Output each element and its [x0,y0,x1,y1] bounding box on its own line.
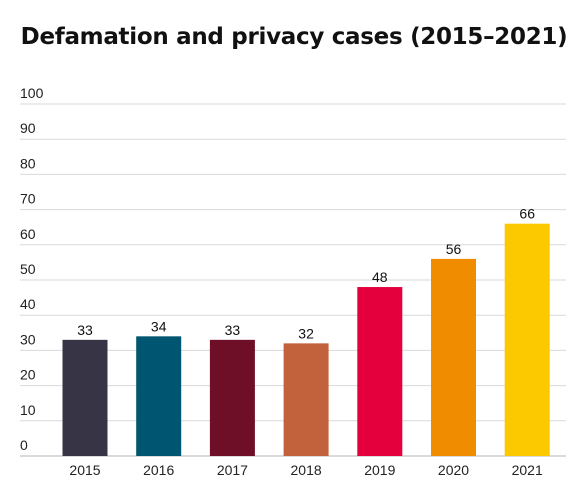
bar-2018 [283,343,329,456]
data-labels: 33 34 33 32 48 56 66 [77,206,535,342]
x-tick-label-2015: 2015 [69,462,100,478]
bars [62,223,550,456]
y-tick-label: 0 [20,437,28,453]
y-tick-label: 100 [20,85,44,101]
x-tick-label-2017: 2017 [217,462,248,478]
y-tick-label: 50 [20,261,36,277]
data-label-2018: 32 [298,325,314,341]
y-tick-label: 80 [20,155,36,171]
x-tick-label-2018: 2018 [291,462,322,478]
bar-2019 [357,287,403,456]
y-tick-label: 60 [20,226,36,242]
x-axis-ticks: 2015 2016 2017 2018 2019 2020 2021 [69,462,543,478]
data-label-2017: 33 [225,322,241,338]
y-tick-label: 10 [20,402,36,418]
x-tick-label-2021: 2021 [512,462,543,478]
bar-2016 [136,336,182,456]
y-tick-label: 40 [20,296,36,312]
x-tick-label-2016: 2016 [143,462,174,478]
x-tick-label-2020: 2020 [438,462,469,478]
bar-2020 [431,258,476,456]
chart-title: Defamation and privacy cases (2015–2021) [20,24,568,50]
x-tick-label-2019: 2019 [364,462,395,478]
bar-2021 [504,223,550,456]
y-tick-label: 90 [20,120,36,136]
data-label-2015: 33 [77,322,93,338]
y-tick-label: 70 [20,191,36,207]
data-label-2021: 66 [519,206,535,222]
data-label-2020: 56 [446,241,462,257]
bar-2015 [62,339,108,456]
data-label-2019: 48 [372,269,388,285]
data-label-2016: 34 [151,318,167,334]
y-tick-label: 20 [20,367,36,383]
bar-2017 [209,339,255,456]
y-axis-ticks: 0 10 20 30 40 50 60 70 80 90 100 [20,85,44,453]
y-tick-label: 30 [20,331,36,347]
